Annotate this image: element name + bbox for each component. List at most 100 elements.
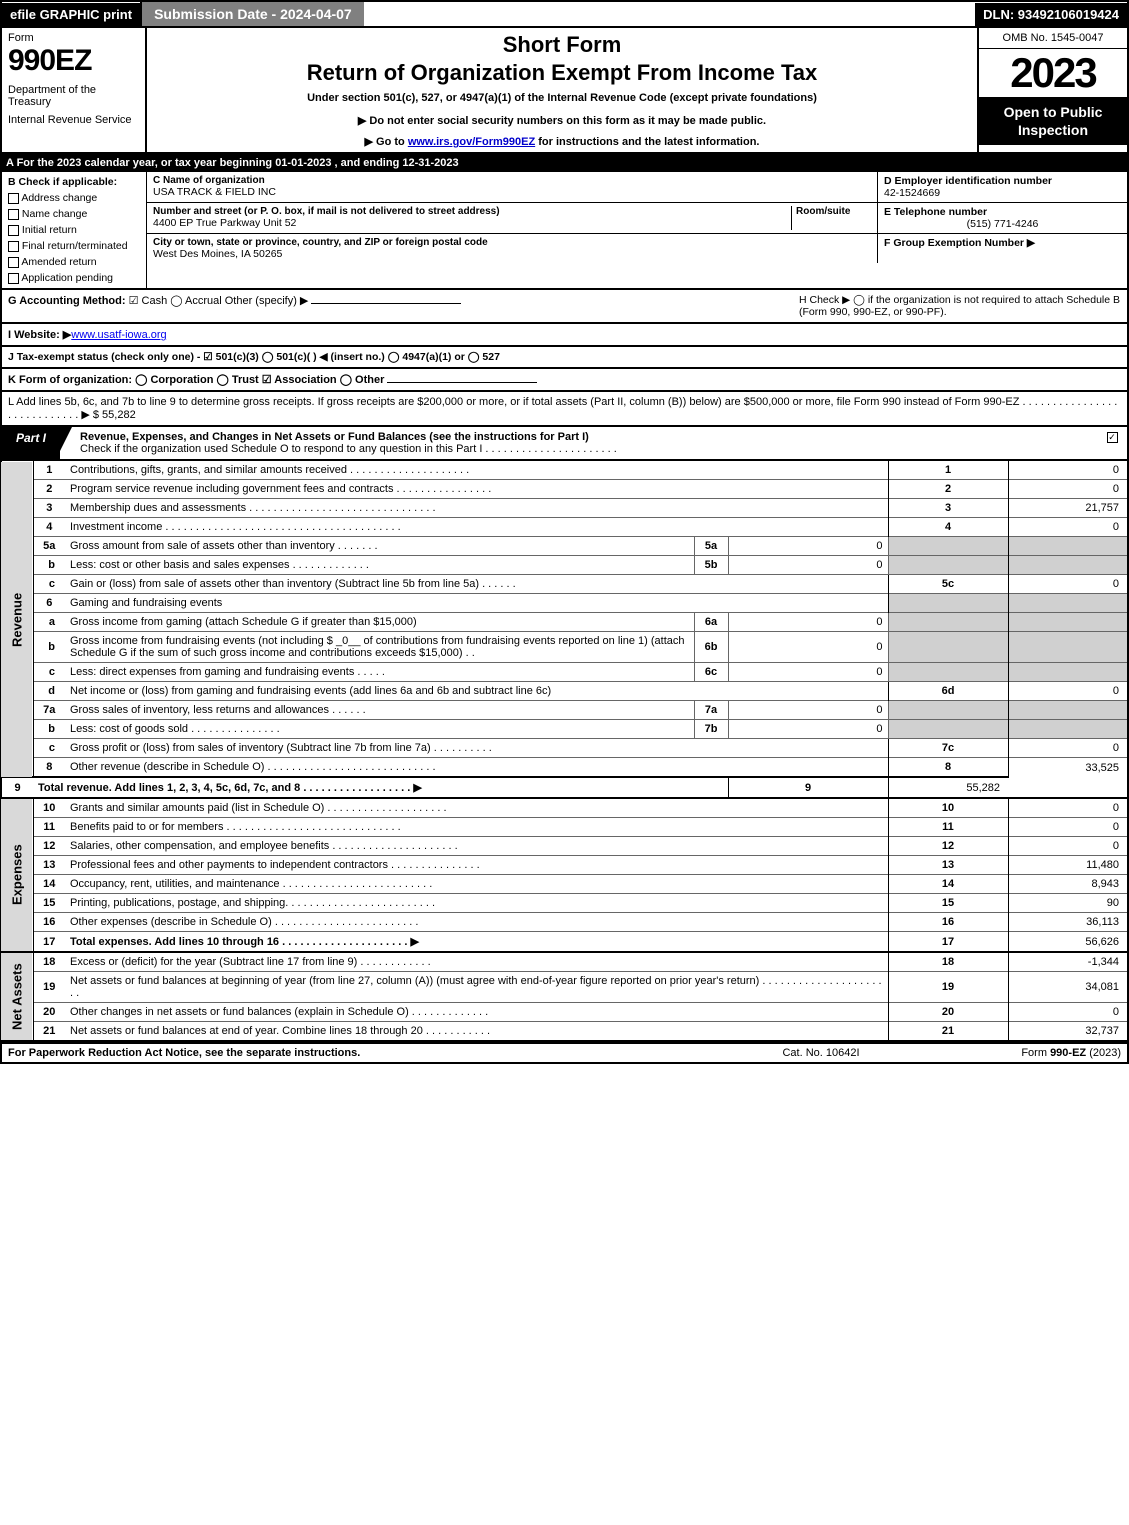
j-options[interactable]: J Tax-exempt status (check only one) - ☑… — [8, 351, 500, 363]
chk-initial-return[interactable]: Initial return — [8, 224, 140, 236]
table-row: 2 Program service revenue including gove… — [1, 480, 1128, 499]
line-number: 13 — [33, 856, 65, 875]
revenue-sidebar: Revenue — [1, 461, 33, 777]
col-val: 90 — [1008, 894, 1128, 913]
irs-link[interactable]: www.irs.gov/Form990EZ — [408, 136, 535, 148]
header-left: Form 990EZ Department of the Treasury In… — [2, 28, 147, 152]
line-number: 1 — [33, 461, 65, 480]
line-number: c — [33, 739, 65, 758]
col-num: 7c — [888, 739, 1008, 758]
line-desc: Gross amount from sale of assets other t… — [65, 537, 694, 556]
mid-value: 0 — [728, 537, 888, 556]
col-val: 0 — [1008, 480, 1128, 499]
col-val: 0 — [1008, 798, 1128, 818]
col-num: 8 — [888, 758, 1008, 778]
col-val: 32,737 — [1008, 1022, 1128, 1042]
line-number: 17 — [33, 932, 65, 953]
line-desc: Less: direct expenses from gaming and fu… — [65, 663, 694, 682]
line-number: 15 — [33, 894, 65, 913]
line-number: 4 — [33, 518, 65, 537]
form-header: Form 990EZ Department of the Treasury In… — [0, 28, 1129, 154]
table-row: a Gross income from gaming (attach Sched… — [1, 613, 1128, 632]
website-link[interactable]: www.usatf-iowa.org — [71, 329, 166, 341]
line-desc: Net assets or fund balances at beginning… — [65, 972, 888, 1003]
table-row: 7a Gross sales of inventory, less return… — [1, 701, 1128, 720]
col-val: 0 — [1008, 1003, 1128, 1022]
expenses-sidebar: Expenses — [1, 798, 33, 952]
line-desc: Professional fees and other payments to … — [65, 856, 888, 875]
ein-cell: D Employer identification number 42-1524… — [877, 172, 1127, 202]
col-num: 15 — [888, 894, 1008, 913]
table-row: 12 Salaries, other compensation, and emp… — [1, 837, 1128, 856]
line-number: d — [33, 682, 65, 701]
col-val-grey — [1008, 663, 1128, 682]
table-row: 17 Total expenses. Add lines 10 through … — [1, 932, 1128, 953]
line-j-taxexempt[interactable]: J Tax-exempt status (check only one) - ☑… — [0, 347, 1129, 369]
block-c: C Name of organization USA TRACK & FIELD… — [147, 172, 1127, 288]
block-b-header: B Check if applicable: — [8, 176, 140, 188]
top-bar: efile GRAPHIC print Submission Date - 20… — [0, 0, 1129, 28]
col-val-grey — [1008, 613, 1128, 632]
table-row: c Less: direct expenses from gaming and … — [1, 663, 1128, 682]
table-row: 16 Other expenses (describe in Schedule … — [1, 913, 1128, 932]
chk-final-return[interactable]: Final return/terminated — [8, 240, 140, 252]
table-row: 6 Gaming and fundraising events — [1, 594, 1128, 613]
col-val: 34,081 — [1008, 972, 1128, 1003]
line-k-orgform[interactable]: K Form of organization: ◯ Corporation ◯ … — [0, 369, 1129, 392]
line-desc: Contributions, gifts, grants, and simila… — [65, 461, 888, 480]
h-check[interactable]: H Check ▶ ◯ if the organization is not r… — [791, 294, 1121, 318]
col-num: 11 — [888, 818, 1008, 837]
table-row: 8 Other revenue (describe in Schedule O)… — [1, 758, 1128, 778]
block-b: B Check if applicable: Address change Na… — [2, 172, 147, 288]
line-desc: Investment income . . . . . . . . . . . … — [65, 518, 888, 537]
subtitle-ssn: ▶ Do not enter social security numbers o… — [151, 114, 973, 127]
col-val: 0 — [1008, 575, 1128, 594]
city-label: City or town, state or province, country… — [153, 237, 871, 248]
table-row: 5a Gross amount from sale of assets othe… — [1, 537, 1128, 556]
line-number: 14 — [33, 875, 65, 894]
line-number: 20 — [33, 1003, 65, 1022]
g-options[interactable]: ☑ Cash ◯ Accrual Other (specify) ▶ — [129, 295, 309, 307]
line-desc: Gross income from fundraising events (no… — [65, 632, 694, 663]
part1-checkline: Check if the organization used Schedule … — [80, 443, 617, 455]
col-val: 8,943 — [1008, 875, 1128, 894]
street-label: Number and street (or P. O. box, if mail… — [153, 206, 791, 217]
chk-application-pending[interactable]: Application pending — [8, 272, 140, 284]
k-options[interactable]: K Form of organization: ◯ Corporation ◯ … — [8, 374, 384, 386]
table-row: 9 Total revenue. Add lines 1, 2, 3, 4, 5… — [1, 777, 1128, 798]
col-num: 12 — [888, 837, 1008, 856]
submission-date: Submission Date - 2024-04-07 — [140, 2, 364, 26]
subtitle-goto: ▶ Go to www.irs.gov/Form990EZ for instru… — [151, 135, 973, 148]
line-desc: Benefits paid to or for members . . . . … — [65, 818, 888, 837]
goto-suffix: for instructions and the latest informat… — [535, 136, 759, 148]
efile-print-label[interactable]: efile GRAPHIC print — [2, 3, 140, 26]
chk-name-change[interactable]: Name change — [8, 208, 140, 220]
chk-amended-return[interactable]: Amended return — [8, 256, 140, 268]
table-row: 4 Investment income . . . . . . . . . . … — [1, 518, 1128, 537]
tax-year: 2023 — [979, 49, 1127, 97]
table-row: 11 Benefits paid to or for members . . .… — [1, 818, 1128, 837]
col-num: 20 — [888, 1003, 1008, 1022]
table-row: 3 Membership dues and assessments . . . … — [1, 499, 1128, 518]
street-value: 4400 EP True Parkway Unit 52 — [153, 217, 791, 229]
col-num: 21 — [888, 1022, 1008, 1042]
line-number: 10 — [33, 798, 65, 818]
line-number: b — [33, 720, 65, 739]
col-num-grey — [888, 613, 1008, 632]
part1-checkbox[interactable]: ✓ — [1097, 427, 1127, 459]
mid-line-number: 7b — [694, 720, 728, 739]
chk-address-change[interactable]: Address change — [8, 192, 140, 204]
col-num-grey — [888, 632, 1008, 663]
line-desc: Grants and similar amounts paid (list in… — [65, 798, 888, 818]
line-number: 21 — [33, 1022, 65, 1042]
col-num: 6d — [888, 682, 1008, 701]
col-val: 33,525 — [1008, 758, 1128, 778]
col-num-grey — [888, 663, 1008, 682]
open-inspection: Open to Public Inspection — [979, 97, 1127, 145]
col-val: 0 — [1008, 837, 1128, 856]
line-number: 2 — [33, 480, 65, 499]
col-val-grey — [1008, 701, 1128, 720]
street-cell: Number and street (or P. O. box, if mail… — [147, 203, 877, 233]
col-num-grey — [888, 701, 1008, 720]
line-number: a — [33, 613, 65, 632]
